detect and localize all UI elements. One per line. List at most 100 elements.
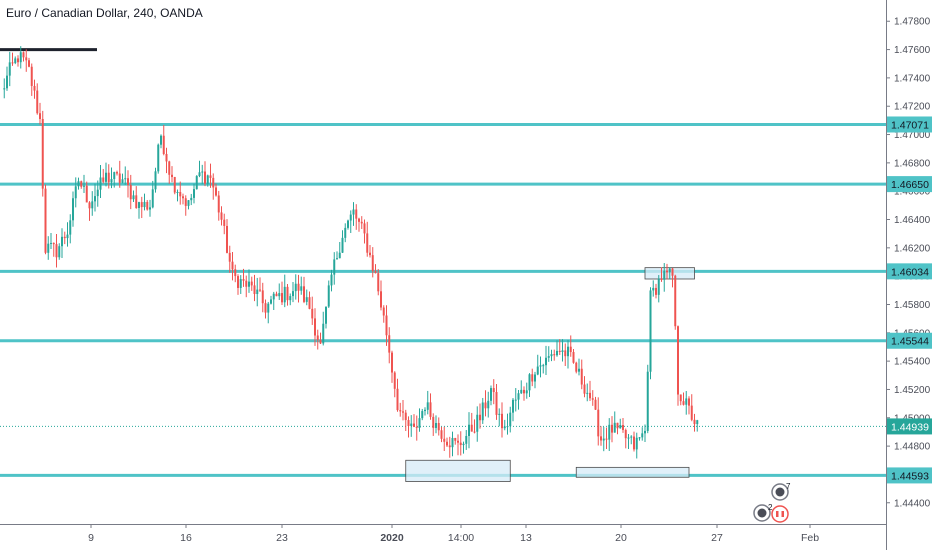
- candle-body: [253, 285, 256, 295]
- candle-body: [314, 318, 316, 336]
- candle-body: [116, 172, 118, 174]
- cad-flag-center: [778, 511, 782, 517]
- candle-body: [215, 187, 217, 196]
- chart-title: Euro / Canadian Dollar, 240, OANDA: [6, 6, 203, 20]
- time-tick-label: 13: [520, 532, 532, 544]
- candle-body: [514, 399, 517, 401]
- candle-body: [446, 441, 448, 446]
- level-price-label: 1.46650: [891, 179, 929, 191]
- event-dot: [775, 487, 785, 497]
- candle-body: [476, 414, 479, 432]
- candle-body: [316, 335, 319, 341]
- horizontal-levels: [0, 48, 886, 477]
- candle-body: [410, 423, 413, 426]
- candle-body: [682, 401, 685, 405]
- candle-body: [462, 443, 465, 446]
- candle-body: [627, 437, 630, 439]
- candle-body: [575, 362, 578, 372]
- candle-body: [319, 340, 322, 344]
- last-price-tag: [887, 418, 932, 435]
- price-tick-label: 1.44800: [894, 442, 931, 453]
- candle-body: [270, 299, 272, 304]
- candle-body: [583, 384, 586, 394]
- candle-body: [435, 423, 437, 428]
- candle-body: [459, 442, 462, 446]
- candle-body: [242, 279, 245, 281]
- price-tick-label: 1.47000: [894, 130, 931, 141]
- candle-body: [363, 223, 366, 234]
- candle-body: [399, 410, 402, 412]
- candle-body: [201, 171, 204, 173]
- candle-body: [690, 405, 693, 420]
- price-tick-label: 1.46200: [894, 243, 931, 254]
- candle-body: [272, 293, 275, 300]
- candle-body: [162, 135, 165, 154]
- candle-body: [140, 202, 143, 208]
- candle-body: [168, 161, 171, 175]
- candle-body: [173, 177, 176, 193]
- candle-body: [633, 436, 635, 450]
- candle-body: [561, 350, 564, 352]
- candle-body: [198, 172, 201, 177]
- candle-body: [14, 58, 17, 64]
- candle-body: [492, 388, 495, 393]
- candle-body: [646, 371, 649, 431]
- candle-body: [528, 374, 531, 391]
- candle-body: [448, 445, 451, 448]
- candle-body: [382, 307, 385, 316]
- candle-body: [341, 237, 344, 253]
- candle-body: [512, 399, 514, 413]
- candle-body: [358, 218, 360, 222]
- candle-body: [616, 422, 619, 429]
- candle-body: [226, 225, 228, 253]
- candle-body: [655, 287, 657, 295]
- candle-body: [426, 402, 429, 410]
- candle-body: [556, 350, 558, 356]
- price-tick-label: 1.47400: [894, 73, 931, 84]
- candle-body: [39, 113, 41, 120]
- candle-body: [484, 402, 487, 409]
- candle-body: [193, 189, 195, 198]
- candle-body: [28, 60, 30, 67]
- candle-body: [457, 440, 459, 443]
- candle-body: [6, 75, 8, 89]
- candle-body: [239, 279, 242, 288]
- candle-body: [77, 181, 80, 187]
- candle-body: [171, 174, 173, 178]
- candle-body: [501, 413, 503, 429]
- price-tick-label: 1.47800: [894, 17, 931, 28]
- event-count: 7: [786, 482, 791, 491]
- candle-body: [536, 366, 539, 375]
- level-price-label: 1.45544: [891, 336, 929, 348]
- candle-body: [187, 200, 190, 206]
- candle-body: [558, 350, 561, 352]
- candle-body: [586, 392, 589, 394]
- candle-body: [454, 437, 457, 441]
- candle-body: [132, 195, 135, 200]
- candle-body: [374, 271, 377, 274]
- candle-body: [151, 189, 154, 208]
- candle-body: [336, 258, 338, 260]
- price-tick-label: 1.44400: [894, 498, 931, 509]
- candle-body: [206, 175, 209, 184]
- candle-body: [580, 368, 583, 385]
- candle-body: [404, 412, 407, 421]
- time-tick-label: 23: [276, 532, 288, 544]
- candle-body: [393, 372, 396, 389]
- candle-body: [525, 390, 528, 394]
- candle-body: [129, 184, 132, 200]
- candle-body: [605, 438, 608, 440]
- candle-body: [33, 85, 36, 91]
- candle-body: [693, 419, 696, 425]
- candle-body: [149, 207, 151, 210]
- candle-body: [99, 177, 102, 190]
- candle-body: [325, 306, 327, 324]
- candle-body: [217, 195, 220, 213]
- event-count: 2: [768, 503, 773, 512]
- candle-body: [248, 281, 250, 287]
- candle-body: [432, 416, 435, 428]
- time-axis-bg: [0, 524, 886, 550]
- candle-body: [143, 201, 146, 208]
